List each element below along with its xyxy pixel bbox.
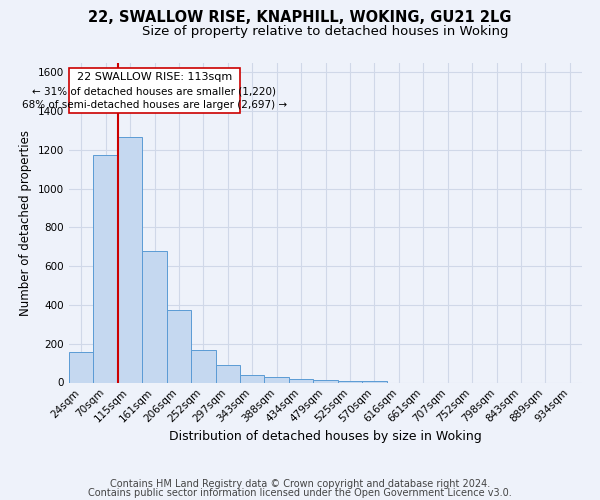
Bar — [215, 365, 240, 382]
Bar — [240, 375, 265, 382]
Bar — [142, 250, 167, 382]
Text: Contains public sector information licensed under the Open Government Licence v3: Contains public sector information licen… — [88, 488, 512, 498]
X-axis label: Distribution of detached houses by size in Woking: Distribution of detached houses by size … — [169, 430, 482, 443]
Text: 68% of semi-detached houses are larger (2,697) →: 68% of semi-detached houses are larger (… — [22, 100, 287, 110]
Title: Size of property relative to detached houses in Woking: Size of property relative to detached ho… — [142, 24, 509, 38]
Bar — [94, 154, 118, 382]
Text: 22, SWALLOW RISE, KNAPHILL, WOKING, GU21 2LG: 22, SWALLOW RISE, KNAPHILL, WOKING, GU21… — [88, 10, 512, 25]
FancyBboxPatch shape — [69, 68, 240, 113]
Bar — [69, 352, 94, 382]
Bar — [118, 137, 142, 382]
Bar — [265, 377, 289, 382]
Bar — [167, 310, 191, 382]
Bar — [313, 380, 338, 382]
Y-axis label: Number of detached properties: Number of detached properties — [19, 130, 32, 316]
Bar — [191, 350, 215, 382]
Text: Contains HM Land Registry data © Crown copyright and database right 2024.: Contains HM Land Registry data © Crown c… — [110, 479, 490, 489]
Bar — [338, 380, 362, 382]
Text: 22 SWALLOW RISE: 113sqm: 22 SWALLOW RISE: 113sqm — [77, 72, 232, 82]
Text: ← 31% of detached houses are smaller (1,220): ← 31% of detached houses are smaller (1,… — [32, 86, 277, 96]
Bar — [362, 380, 386, 382]
Bar — [289, 379, 313, 382]
